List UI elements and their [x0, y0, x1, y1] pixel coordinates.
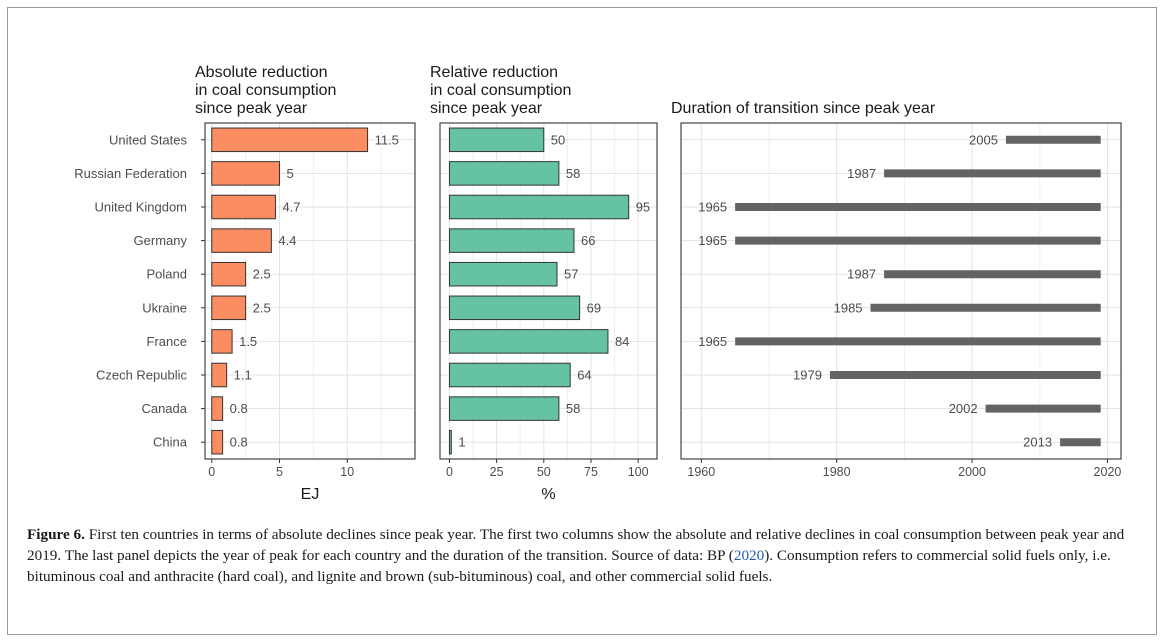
panel-2-bar-france [448, 329, 609, 354]
panel-1-bar-china [211, 429, 224, 455]
panel-2-xtick-label-75: 75 [584, 465, 598, 479]
panel-2-bar-canada [448, 396, 560, 421]
panel-1-label-czech-republic: 1.1 [234, 368, 252, 383]
caption-reference-link[interactable]: 2020 [733, 547, 765, 564]
panel-1-xtick-label-0: 0 [208, 465, 215, 479]
panel-2-xtick-label-100: 100 [628, 465, 649, 479]
panel-2-bar-united-kingdom [448, 194, 630, 220]
category-label-france: France [147, 334, 187, 349]
caption-text-2: ). Consumption refers to commercial soli… [27, 547, 1111, 585]
panel-2-xtick-label-50: 50 [537, 465, 551, 479]
panel-1-label-canada: 0.8 [230, 401, 248, 416]
panel-3-label-poland: 1987 [847, 267, 876, 282]
panel-1-label-united-kingdom: 4.7 [282, 200, 300, 215]
panel-2-xtick-label-0: 0 [446, 465, 453, 479]
panel-1-title-line-2: in coal consumption [195, 82, 336, 99]
panel-2-label-germany: 66 [581, 233, 595, 248]
category-label-germany: Germany [134, 233, 188, 248]
panel-2-border [439, 122, 658, 460]
panel-1-bar-canada [211, 396, 224, 421]
panel-1-bar-france [211, 329, 233, 354]
panel-1-bar-ukraine [211, 295, 247, 321]
panel-2-label-poland: 57 [564, 267, 578, 282]
caption-text-1: First ten countries in terms of absolute… [27, 526, 1125, 564]
panel-3-border [680, 122, 1122, 460]
figure-frame [7, 7, 1157, 635]
panel-3-xtick-label-1960: 1960 [687, 465, 715, 479]
panel-2-label-china: 1 [458, 435, 465, 450]
panel-1-bar-poland [211, 261, 247, 287]
panel-3-xtick-label-2020: 2020 [1094, 465, 1122, 479]
category-label-united-kingdom: United Kingdom [95, 200, 188, 215]
panel-1-xtick-label-10: 10 [340, 465, 354, 479]
panel-2-title-line-1: Relative reduction [430, 64, 558, 81]
panel-3-label-united-kingdom: 1965 [698, 200, 727, 215]
panel-2-bar-czech-republic [448, 362, 571, 388]
figure-label: Figure 6. [27, 526, 85, 543]
panel-2-label-united-states: 50 [551, 132, 565, 147]
panel-3-label-united-states: 2005 [969, 132, 998, 147]
panel-3-label-ukraine: 1985 [834, 300, 863, 315]
panel-1-xtick-label-5: 5 [276, 465, 283, 479]
panel-2-bar-russian-federation [448, 161, 560, 186]
panel-1-label-france: 1.5 [239, 334, 257, 349]
panel-2-bar-germany [448, 228, 575, 253]
panel-3-xtick-label-1980: 1980 [823, 465, 851, 479]
panel-1-border [204, 122, 416, 460]
panel-1-title-line-1: Absolute reduction [195, 64, 328, 81]
panel-3-title-line-1: Duration of transition since peak year [671, 100, 936, 117]
panel-3-xtick-label-2000: 2000 [958, 465, 986, 479]
panel-2-label-united-kingdom: 95 [636, 200, 650, 215]
panel-3-label-france: 1965 [698, 334, 727, 349]
panel-2-title-line-3: since peak year [430, 100, 543, 117]
panel-1-label-germany: 4.4 [278, 233, 296, 248]
panel-3-label-canada: 2002 [949, 401, 978, 416]
panel-2-bar-ukraine [448, 295, 581, 321]
category-label-united-states: United States [109, 132, 188, 147]
panel-2-bar-china [448, 429, 452, 455]
panel-2-label-ukraine: 69 [587, 300, 601, 315]
figure-caption: Figure 6. First ten countries in terms o… [27, 524, 1137, 587]
panel-1-label-china: 0.8 [230, 435, 248, 450]
panel-2-label-czech-republic: 64 [577, 368, 591, 383]
panel-1-bar-russian-federation [211, 161, 281, 186]
panel-1-label-poland: 2.5 [253, 267, 271, 282]
panel-2-label-canada: 58 [566, 401, 580, 416]
panel-1-bar-czech-republic [211, 362, 228, 388]
panel-2-x-axis-title: % [541, 486, 555, 503]
category-label-russian-federation: Russian Federation [74, 166, 187, 181]
panel-2-title-line-2: in coal consumption [430, 82, 571, 99]
panel-1-title-line-3: since peak year [195, 100, 308, 117]
panel-3-label-czech-republic: 1979 [793, 368, 822, 383]
panel-1-bar-united-kingdom [211, 194, 276, 220]
panel-2-bar-united-states [448, 127, 545, 153]
panel-1-label-ukraine: 2.5 [253, 300, 271, 315]
panel-1-label-united-states: 11.5 [375, 132, 399, 147]
panel-1-bar-united-states [211, 127, 369, 153]
panel-1-bar-germany [211, 228, 272, 253]
category-label-canada: Canada [141, 401, 187, 416]
category-label-czech-republic: Czech Republic [96, 368, 188, 383]
panel-2-xtick-label-25: 25 [490, 465, 504, 479]
panel-3-label-germany: 1965 [698, 233, 727, 248]
panel-1-x-axis-title: EJ [301, 486, 320, 503]
panel-2-label-russian-federation: 58 [566, 166, 580, 181]
category-label-poland: Poland [147, 267, 187, 282]
panel-3-label-russian-federation: 1987 [847, 166, 876, 181]
panel-1-label-russian-federation: 5 [287, 166, 294, 181]
category-label-ukraine: Ukraine [142, 300, 187, 315]
panel-2-label-france: 84 [615, 334, 629, 349]
panel-2-bar-poland [448, 261, 558, 287]
panel-3-label-china: 2013 [1023, 435, 1052, 450]
category-label-china: China [153, 435, 188, 450]
